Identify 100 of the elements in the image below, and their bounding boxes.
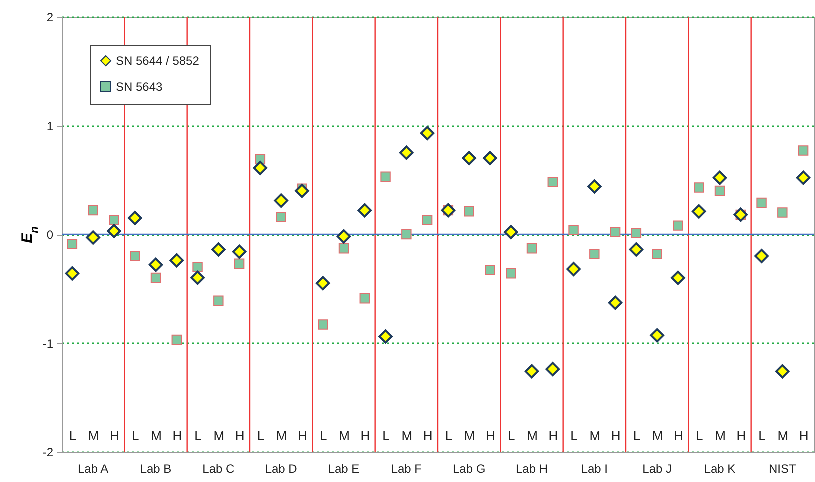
- point: [358, 203, 372, 218]
- point: [148, 258, 164, 272]
- x-tick-label: L: [696, 428, 704, 444]
- point: [734, 208, 748, 222]
- point: [548, 177, 558, 188]
- x-tick-label: M: [778, 428, 789, 444]
- x-tick-label: L: [382, 428, 390, 444]
- point: [170, 253, 184, 268]
- point: [464, 206, 474, 217]
- point: [420, 126, 435, 140]
- point: [504, 225, 518, 240]
- point: [692, 204, 706, 219]
- point: [316, 276, 330, 291]
- point: [756, 198, 767, 208]
- x-tick-label: L: [320, 428, 328, 444]
- x-tick-label: L: [194, 428, 202, 444]
- x-tick-label: M: [339, 428, 350, 444]
- point: [546, 362, 560, 376]
- x-tick-label: M: [214, 428, 225, 444]
- y-tick-label: 0: [46, 228, 54, 242]
- point: [671, 270, 686, 286]
- x-tick-label: H: [611, 428, 621, 444]
- point: [402, 229, 412, 240]
- point: [295, 184, 310, 198]
- x-tick-label: H: [736, 428, 746, 444]
- point: [360, 294, 370, 304]
- point: [568, 225, 579, 236]
- point: [754, 249, 769, 264]
- text: NIST: [768, 462, 797, 476]
- point: [588, 180, 602, 194]
- y-tick-label: -2: [42, 446, 54, 460]
- point: [172, 334, 182, 346]
- point: [712, 170, 728, 186]
- x-tick-label: L: [69, 428, 77, 444]
- point: [483, 151, 498, 166]
- point: [714, 186, 726, 196]
- x-tick-label: M: [151, 428, 162, 444]
- x-tick-label: H: [674, 428, 684, 444]
- point: [214, 296, 224, 306]
- text: Lab F: [391, 462, 422, 476]
- x-tick-label: L: [445, 428, 453, 444]
- point: [673, 220, 684, 231]
- point: [462, 151, 476, 166]
- point: [130, 251, 140, 262]
- text: Lab C: [202, 462, 236, 476]
- point: [276, 212, 286, 222]
- x-tick-label: H: [423, 428, 433, 444]
- point: [629, 242, 644, 257]
- point: [67, 239, 78, 250]
- point: [378, 330, 393, 344]
- x-tick-label: L: [132, 428, 140, 444]
- point: [253, 161, 268, 176]
- point: [400, 146, 414, 160]
- x-tick-label: H: [172, 428, 182, 444]
- x-tick-label: M: [527, 428, 538, 444]
- point: [65, 266, 80, 281]
- point: [88, 205, 98, 216]
- x-tick-label: H: [548, 428, 558, 444]
- legend-label: SN 5644 / 5852: [116, 54, 200, 68]
- point: [107, 224, 122, 238]
- point: [212, 242, 226, 257]
- text: Lab B: [140, 462, 172, 476]
- point: [694, 182, 704, 193]
- x-tick-label: M: [590, 428, 601, 444]
- point: [608, 296, 623, 310]
- y-tick-label: 2: [46, 10, 54, 24]
- point: [232, 244, 247, 260]
- text: Lab J: [642, 462, 672, 476]
- legend-label: SN 5643: [116, 80, 164, 94]
- point: [590, 248, 600, 260]
- point: [150, 272, 162, 284]
- text: Lab G: [452, 462, 486, 476]
- x-tick-label: L: [508, 428, 516, 444]
- text: Lab A: [78, 462, 109, 476]
- text: Lab H: [516, 462, 548, 476]
- point: [796, 170, 811, 186]
- x-tick-label: M: [715, 428, 726, 444]
- point: [776, 364, 790, 379]
- x-tick-label: H: [298, 428, 308, 444]
- point: [192, 262, 203, 272]
- text: Lab D: [265, 462, 298, 476]
- point: [109, 215, 120, 226]
- y-tick-label: -1: [42, 336, 54, 351]
- point: [380, 172, 391, 182]
- x-tick-label: M: [88, 428, 100, 444]
- x-tick-label: H: [799, 428, 809, 444]
- point: [610, 227, 621, 238]
- y-tick-label: 1: [46, 119, 54, 134]
- point: [798, 146, 809, 156]
- text: Lab K: [704, 462, 736, 476]
- x-tick-label: L: [633, 428, 641, 444]
- point: [526, 244, 538, 254]
- point: [524, 364, 540, 379]
- point: [650, 328, 664, 343]
- point: [128, 211, 142, 226]
- point: [631, 228, 642, 239]
- x-tick-label: L: [758, 428, 766, 444]
- x-tick-label: H: [360, 428, 370, 444]
- point: [652, 248, 662, 260]
- x-tick-label: M: [402, 428, 413, 444]
